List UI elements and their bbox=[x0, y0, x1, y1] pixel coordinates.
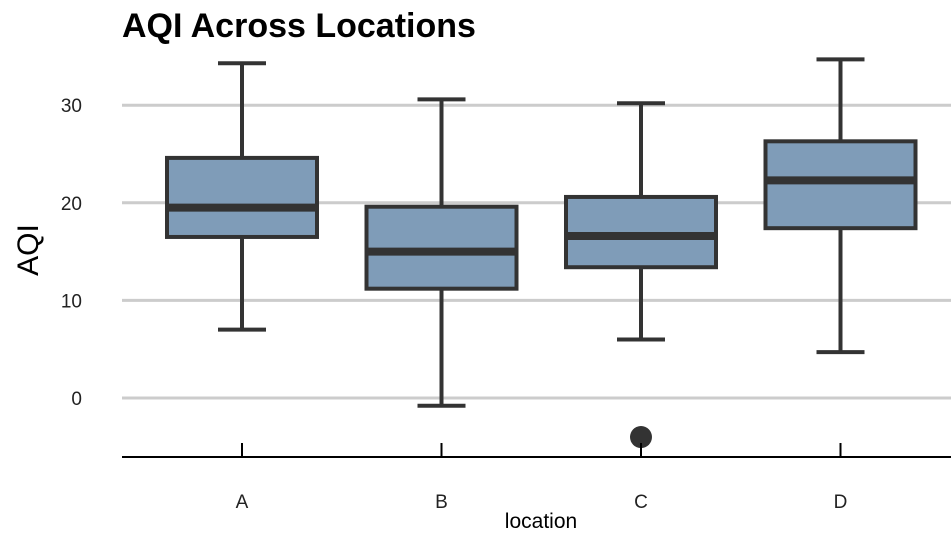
x-tick-label: B bbox=[435, 492, 448, 513]
iqr-box bbox=[763, 139, 918, 231]
box-group-B bbox=[364, 97, 519, 408]
y-tick-label: 10 bbox=[61, 291, 82, 312]
outlier-point bbox=[630, 426, 652, 449]
box-group-A bbox=[165, 61, 319, 332]
y-tick-label: 30 bbox=[61, 96, 82, 117]
y-axis-label: AQI bbox=[12, 224, 45, 276]
y-tick-labels: 0 10 20 30 bbox=[61, 96, 82, 410]
boxes bbox=[165, 57, 918, 449]
x-tick-label: C bbox=[634, 492, 648, 513]
x-tick-label: A bbox=[236, 492, 249, 513]
x-axis-label: location bbox=[505, 510, 577, 533]
chart-title: AQI Across Locations bbox=[122, 7, 476, 45]
iqr-box bbox=[165, 155, 319, 239]
y-tick-label: 20 bbox=[61, 194, 82, 215]
box-group-D bbox=[763, 57, 918, 355]
x-tick-label: D bbox=[834, 492, 848, 513]
y-tick-label: 0 bbox=[71, 389, 82, 410]
x-axis: A B C D bbox=[122, 443, 951, 513]
box-group-C bbox=[564, 101, 718, 449]
